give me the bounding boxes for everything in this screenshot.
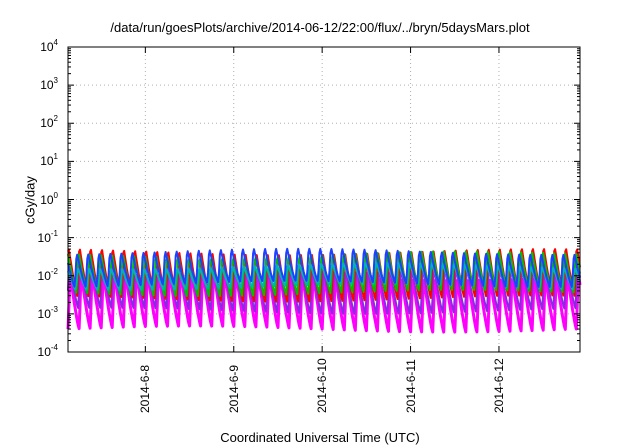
y-tick-base: 10 bbox=[40, 192, 54, 207]
y-tick-base: 10 bbox=[40, 116, 54, 131]
y-tick-exponent: -2 bbox=[50, 266, 58, 276]
x-axis-label: Coordinated Universal Time (UTC) bbox=[220, 430, 420, 445]
y-tick-exponent: 1 bbox=[53, 152, 58, 162]
x-tick-label: 2014-6-8 bbox=[138, 364, 153, 413]
y-tick-label: 10-3 bbox=[38, 305, 58, 321]
x-tick-label: 2014-6-11 bbox=[403, 359, 418, 413]
x-tick-label: 2014-6-12 bbox=[491, 358, 506, 413]
y-tick-exponent: -4 bbox=[50, 343, 58, 352]
y-tick-exponent: 3 bbox=[53, 76, 58, 86]
series-line bbox=[66, 273, 582, 334]
plot-frame bbox=[67, 46, 581, 353]
y-tick-label: 102 bbox=[40, 114, 58, 130]
y-tick-base: 10 bbox=[37, 268, 51, 283]
y-axis-label: cGy/day bbox=[22, 176, 38, 224]
y-tick-label: 103 bbox=[40, 76, 58, 92]
y-tick-label: 10-4 bbox=[38, 343, 58, 359]
y-tick-base: 10 bbox=[40, 78, 54, 93]
y-tick-label: 104 bbox=[40, 38, 58, 54]
y-tick-base: 10 bbox=[37, 345, 51, 359]
y-tick-label: 10-1 bbox=[38, 229, 58, 245]
tick-marks bbox=[68, 46, 580, 353]
y-tick-exponent: 0 bbox=[53, 190, 58, 200]
y-tick-base: 10 bbox=[40, 40, 54, 54]
y-tick-base: 10 bbox=[37, 306, 51, 321]
series-group bbox=[66, 247, 582, 334]
y-tick-label: 10-2 bbox=[38, 267, 58, 283]
series-line bbox=[67, 247, 581, 288]
y-tick-base: 10 bbox=[37, 230, 51, 245]
y-tick-label: 100 bbox=[40, 191, 58, 207]
chart-title: /data/run/goesPlots/archive/2014-06-12/2… bbox=[110, 20, 530, 35]
x-tick-label: 2014-6-9 bbox=[226, 364, 241, 413]
y-tick-label: 101 bbox=[40, 152, 58, 168]
x-tick-label: 2014-6-10 bbox=[315, 358, 330, 413]
y-tick-exponent: 2 bbox=[53, 114, 58, 124]
y-tick-exponent: -3 bbox=[50, 304, 58, 314]
y-tick-exponent: 4 bbox=[53, 38, 58, 47]
y-tick-base: 10 bbox=[40, 154, 54, 169]
y-tick-exponent: -1 bbox=[50, 228, 58, 238]
